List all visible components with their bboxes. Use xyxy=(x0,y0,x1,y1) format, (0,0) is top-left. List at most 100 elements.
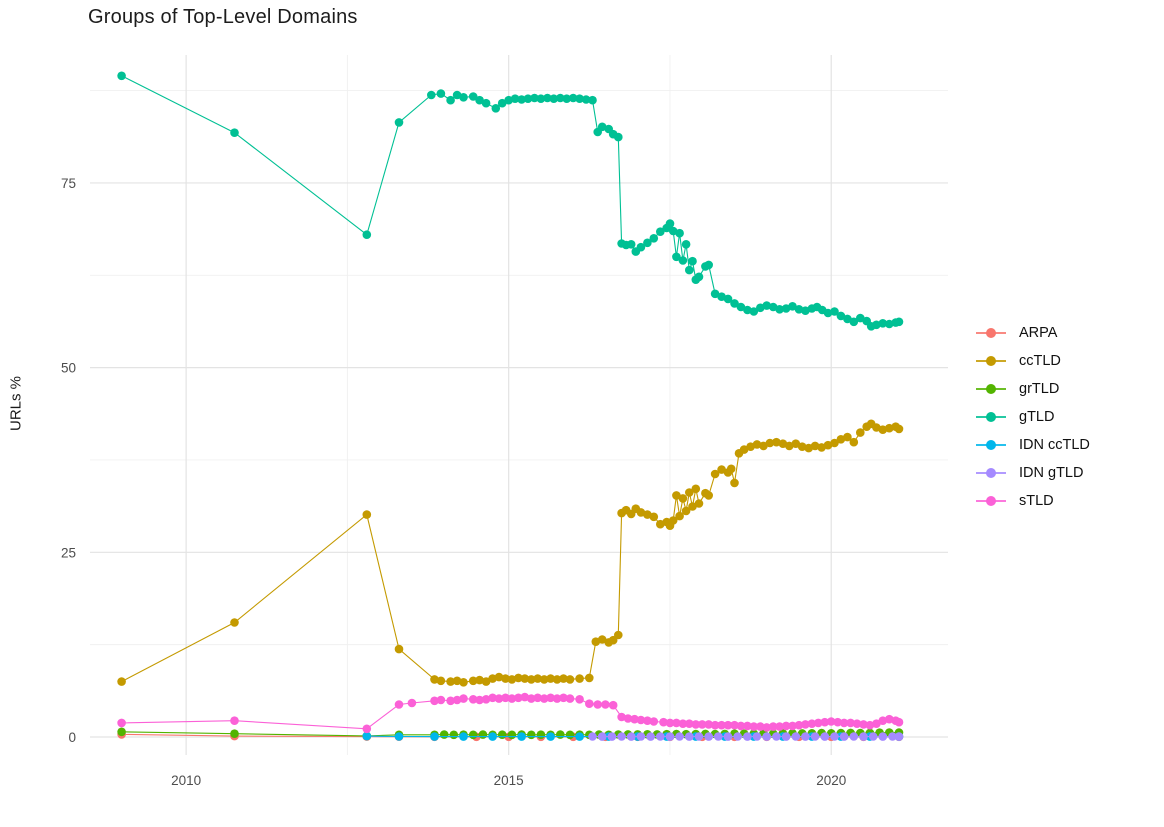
data-point-IDN gTLD xyxy=(752,732,762,741)
data-point-sTLD xyxy=(362,724,372,734)
data-point-gTLD xyxy=(762,301,771,310)
legend-item-grtld: grTLD xyxy=(975,378,1090,399)
data-point-IDN gTLD xyxy=(830,732,839,741)
data-point-ccTLD xyxy=(514,673,523,683)
data-point-ccTLD xyxy=(878,425,888,435)
data-point-sTLD xyxy=(730,720,739,730)
data-point-ccTLD xyxy=(856,428,865,437)
data-point-sTLD xyxy=(672,718,681,728)
data-point-sTLD xyxy=(710,720,720,730)
data-point-sTLD xyxy=(801,720,810,729)
data-point-ccTLD xyxy=(436,676,446,686)
data-point-ccTLD xyxy=(791,439,801,449)
data-point-ccTLD xyxy=(765,438,775,448)
data-point-sTLD xyxy=(678,719,688,728)
data-point-sTLD xyxy=(768,722,778,731)
data-point-ccTLD xyxy=(494,672,504,682)
data-point-sTLD xyxy=(704,720,713,729)
data-point-gTLD xyxy=(894,317,904,327)
data-point-IDN gTLD xyxy=(820,732,830,741)
data-point-gTLD xyxy=(491,104,501,113)
legend: ARPA ccTLD grTLD gTLD IDN ccTLD IDN gTLD sTLD xyxy=(975,322,1090,511)
data-point-gTLD xyxy=(710,289,720,299)
x-tick-label: 2020 xyxy=(816,773,846,788)
data-point-sTLD xyxy=(630,714,639,724)
data-point-sTLD xyxy=(559,693,568,703)
data-point-sTLD xyxy=(575,695,584,704)
data-point-gTLD xyxy=(830,307,839,316)
data-point-IDN ccTLD xyxy=(459,732,468,741)
data-point-ccTLD xyxy=(797,442,807,452)
data-point-sTLD xyxy=(436,695,446,705)
data-point-gTLD xyxy=(597,122,607,132)
data-point-gTLD xyxy=(678,256,688,265)
data-point-gTLD xyxy=(568,93,578,103)
data-point-ccTLD xyxy=(539,675,549,684)
data-point-gTLD xyxy=(675,228,684,238)
data-point-gTLD xyxy=(885,319,894,329)
data-point-ccTLD xyxy=(688,502,697,511)
data-point-gTLD xyxy=(517,95,526,104)
data-point-ccTLD xyxy=(894,424,904,434)
data-point-sTLD xyxy=(539,694,549,703)
y-tick-label: 25 xyxy=(61,545,76,560)
data-point-ccTLD xyxy=(475,675,484,685)
data-point-gTLD xyxy=(626,240,636,249)
data-point-gTLD xyxy=(749,307,759,316)
data-point-gTLD xyxy=(849,317,859,327)
data-point-ccTLD xyxy=(694,499,704,508)
legend-label: IDN gTLD xyxy=(1019,464,1084,481)
data-point-gTLD xyxy=(614,132,623,142)
data-point-gTLD xyxy=(856,313,865,323)
data-point-ccTLD xyxy=(597,635,607,644)
data-point-ccTLD xyxy=(507,675,517,684)
data-point-ccTLD xyxy=(565,675,575,684)
data-point-gTLD xyxy=(575,94,584,103)
data-point-sTLD xyxy=(481,695,491,704)
data-point-sTLD xyxy=(565,694,575,703)
y-axis-title: URLs % xyxy=(7,376,25,432)
data-point-ccTLD xyxy=(785,441,794,451)
data-point-IDN gTLD xyxy=(617,732,626,741)
data-point-ccTLD xyxy=(446,677,455,686)
data-point-sTLD xyxy=(762,723,771,732)
data-point-sTLD xyxy=(501,693,510,703)
data-point-gTLD xyxy=(556,93,565,103)
data-point-IDN gTLD xyxy=(636,732,646,741)
data-point-gTLD xyxy=(649,234,659,243)
data-point-sTLD xyxy=(117,718,126,728)
data-point-sTLD xyxy=(781,721,791,731)
data-point-gTLD xyxy=(523,94,533,103)
data-point-sTLD xyxy=(775,722,784,731)
legend-label: grTLD xyxy=(1019,380,1060,397)
data-point-ccTLD xyxy=(501,674,510,683)
data-point-gTLD xyxy=(497,98,507,108)
data-point-gTLD xyxy=(704,260,713,270)
data-point-IDN gTLD xyxy=(888,732,897,741)
data-point-gTLD xyxy=(362,230,372,239)
data-point-gTLD xyxy=(459,93,468,102)
data-point-ccTLD xyxy=(362,510,372,519)
y-tick-label: 75 xyxy=(61,176,76,191)
data-point-sTLD xyxy=(430,696,439,706)
data-point-ccTLD xyxy=(849,437,859,447)
data-point-ccTLD xyxy=(739,445,749,454)
data-point-gTLD xyxy=(427,90,436,100)
data-point-gTLD xyxy=(665,219,675,228)
data-point-ccTLD xyxy=(585,673,594,683)
data-point-ccTLD xyxy=(672,491,681,500)
data-point-sTLD xyxy=(807,719,817,728)
data-point-ccTLD xyxy=(394,644,404,654)
data-point-sTLD xyxy=(394,700,404,709)
data-point-IDN gTLD xyxy=(868,732,878,741)
data-point-gTLD xyxy=(656,227,665,236)
data-point-gTLD xyxy=(688,256,697,266)
data-point-sTLD xyxy=(649,717,659,726)
data-point-gTLD xyxy=(530,93,539,103)
data-point-sTLD xyxy=(643,716,652,725)
data-point-sTLD xyxy=(736,721,746,731)
data-point-sTLD xyxy=(878,716,888,725)
data-point-sTLD xyxy=(852,719,862,728)
legend-item-gtld: gTLD xyxy=(975,406,1090,427)
